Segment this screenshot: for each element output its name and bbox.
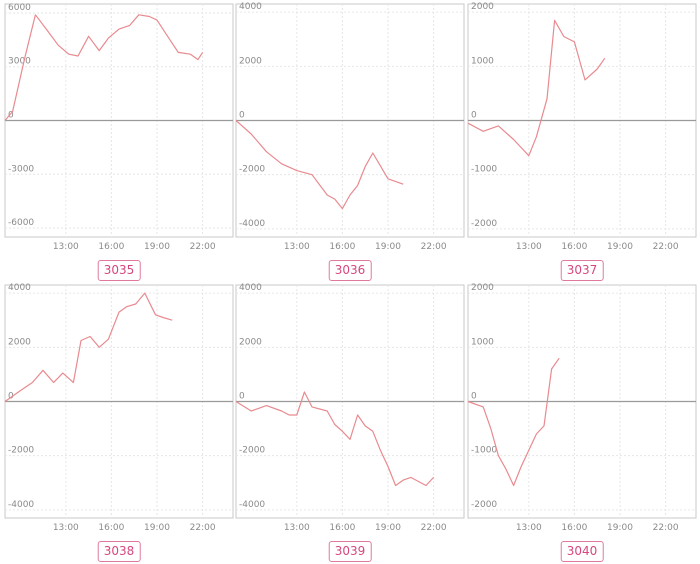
series-line xyxy=(4,14,204,121)
y-tick-label: -2000 xyxy=(239,165,265,175)
y-tick-label: 2000 xyxy=(471,2,494,12)
series-line xyxy=(467,357,560,487)
x-tick-label: 22:00 xyxy=(653,242,679,252)
x-tick-label: 13:00 xyxy=(284,242,310,252)
chart-panel-3038: 4000 2000 0 -2000 -4000 13:00 16:00 19:00 22:00 3… xyxy=(4,283,234,564)
y-tick-label: -4000 xyxy=(239,500,265,510)
y-tick-label: 0 xyxy=(239,392,245,402)
y-tick-label: 4000 xyxy=(8,283,31,293)
line-chart-3036: 4000 2000 0 -2000 -4000 13:00 16:00 19:00 22:00 xyxy=(235,2,465,252)
y-tick-label: 2000 xyxy=(471,283,494,293)
x-tick-label: 19:00 xyxy=(375,242,401,252)
x-tick-label: 19:00 xyxy=(607,242,633,252)
y-tick-label: -6000 xyxy=(8,218,34,228)
y-tick-label: 2000 xyxy=(239,337,262,347)
x-tick-label: 19:00 xyxy=(375,523,401,533)
series-line xyxy=(235,120,404,210)
chart-panel-3037: 2000 1000 0 -1000 -2000 13:00 16:00 19:00 22:00 3… xyxy=(467,2,697,283)
x-tick-label: 22:00 xyxy=(421,242,447,252)
y-tick-label: -2000 xyxy=(239,446,265,456)
y-tick-label: -4000 xyxy=(239,219,265,229)
x-tick-label: 16:00 xyxy=(98,242,124,252)
chart-panel-3039: 4000 2000 0 -2000 -4000 13:00 16:00 19:00 22:00 3… xyxy=(235,283,465,564)
y-tick-label: 0 xyxy=(8,111,14,121)
x-tick-label: 13:00 xyxy=(516,242,542,252)
y-tick-label: 1000 xyxy=(471,56,494,66)
y-tick-label: 4000 xyxy=(239,283,262,293)
y-tick-label: 0 xyxy=(471,392,477,402)
chart-panel-3040: 2000 1000 0 -1000 -2000 13:00 16:00 19:00 22:00 3… xyxy=(467,283,697,564)
x-tick-label: 16:00 xyxy=(561,242,587,252)
x-tick-label: 19:00 xyxy=(144,242,170,252)
x-tick-label: 13:00 xyxy=(516,523,542,533)
line-chart-3035: 6000 3000 0 -3000 -6000 13:00 16:00 19:00 22:00 xyxy=(4,3,234,252)
x-tick-label: 22:00 xyxy=(190,242,216,252)
y-tick-label: -2000 xyxy=(471,500,497,510)
x-tick-label: 16:00 xyxy=(329,242,355,252)
x-tick-label: 13:00 xyxy=(53,523,79,533)
line-chart-3040: 2000 1000 0 -1000 -2000 13:00 16:00 19:00 22:00 xyxy=(467,283,697,533)
y-tick-label: -2000 xyxy=(8,446,34,456)
chart-label-badge[interactable]: 3038 xyxy=(97,541,141,562)
y-tick-label: -2000 xyxy=(471,219,497,229)
chart-label-badge[interactable]: 3040 xyxy=(560,541,604,562)
x-tick-label: 13:00 xyxy=(53,242,79,252)
series-line xyxy=(235,391,435,487)
x-tick-label: 22:00 xyxy=(190,523,216,533)
series-line xyxy=(4,292,173,402)
chart-label-badge[interactable]: 3036 xyxy=(328,260,372,281)
x-tick-label: 16:00 xyxy=(98,523,124,533)
x-tick-label: 22:00 xyxy=(421,523,447,533)
y-tick-label: 6000 xyxy=(8,3,31,13)
x-tick-label: 13:00 xyxy=(284,523,310,533)
y-tick-label: 0 xyxy=(471,111,477,121)
y-tick-label: -4000 xyxy=(8,500,34,510)
series-line xyxy=(467,19,606,157)
x-tick-label: 16:00 xyxy=(561,523,587,533)
y-tick-label: 0 xyxy=(239,111,245,121)
chart-panel-3035: 6000 3000 0 -3000 -6000 13:00 16:00 19:00 22:00 3… xyxy=(4,3,234,283)
line-chart-3039: 4000 2000 0 -2000 -4000 13:00 16:00 19:00 22:00 xyxy=(235,283,465,533)
x-tick-label: 19:00 xyxy=(607,523,633,533)
chart-label-badge[interactable]: 3039 xyxy=(328,541,372,562)
chart-label-badge[interactable]: 3035 xyxy=(97,260,141,281)
y-tick-label: 3000 xyxy=(8,57,31,67)
y-tick-label: -3000 xyxy=(8,164,34,174)
chart-panel-3036: 4000 2000 0 -2000 -4000 13:00 16:00 19:00 22:00 3… xyxy=(235,2,465,283)
y-tick-label: 0 xyxy=(8,392,14,402)
y-tick-label: -1000 xyxy=(471,165,497,175)
line-chart-3038: 4000 2000 0 -2000 -4000 13:00 16:00 19:00 22:00 xyxy=(4,283,234,533)
y-tick-label: -1000 xyxy=(471,446,497,456)
x-tick-label: 22:00 xyxy=(653,523,679,533)
line-chart-3037: 2000 1000 0 -1000 -2000 13:00 16:00 19:00 22:00 xyxy=(467,2,697,252)
y-tick-label: 1000 xyxy=(471,337,494,347)
y-tick-label: 4000 xyxy=(239,2,262,12)
y-tick-label: 2000 xyxy=(8,337,31,347)
chart-label-badge[interactable]: 3037 xyxy=(560,260,604,281)
x-tick-label: 16:00 xyxy=(329,523,355,533)
x-tick-label: 19:00 xyxy=(144,523,170,533)
y-tick-label: 2000 xyxy=(239,56,262,66)
